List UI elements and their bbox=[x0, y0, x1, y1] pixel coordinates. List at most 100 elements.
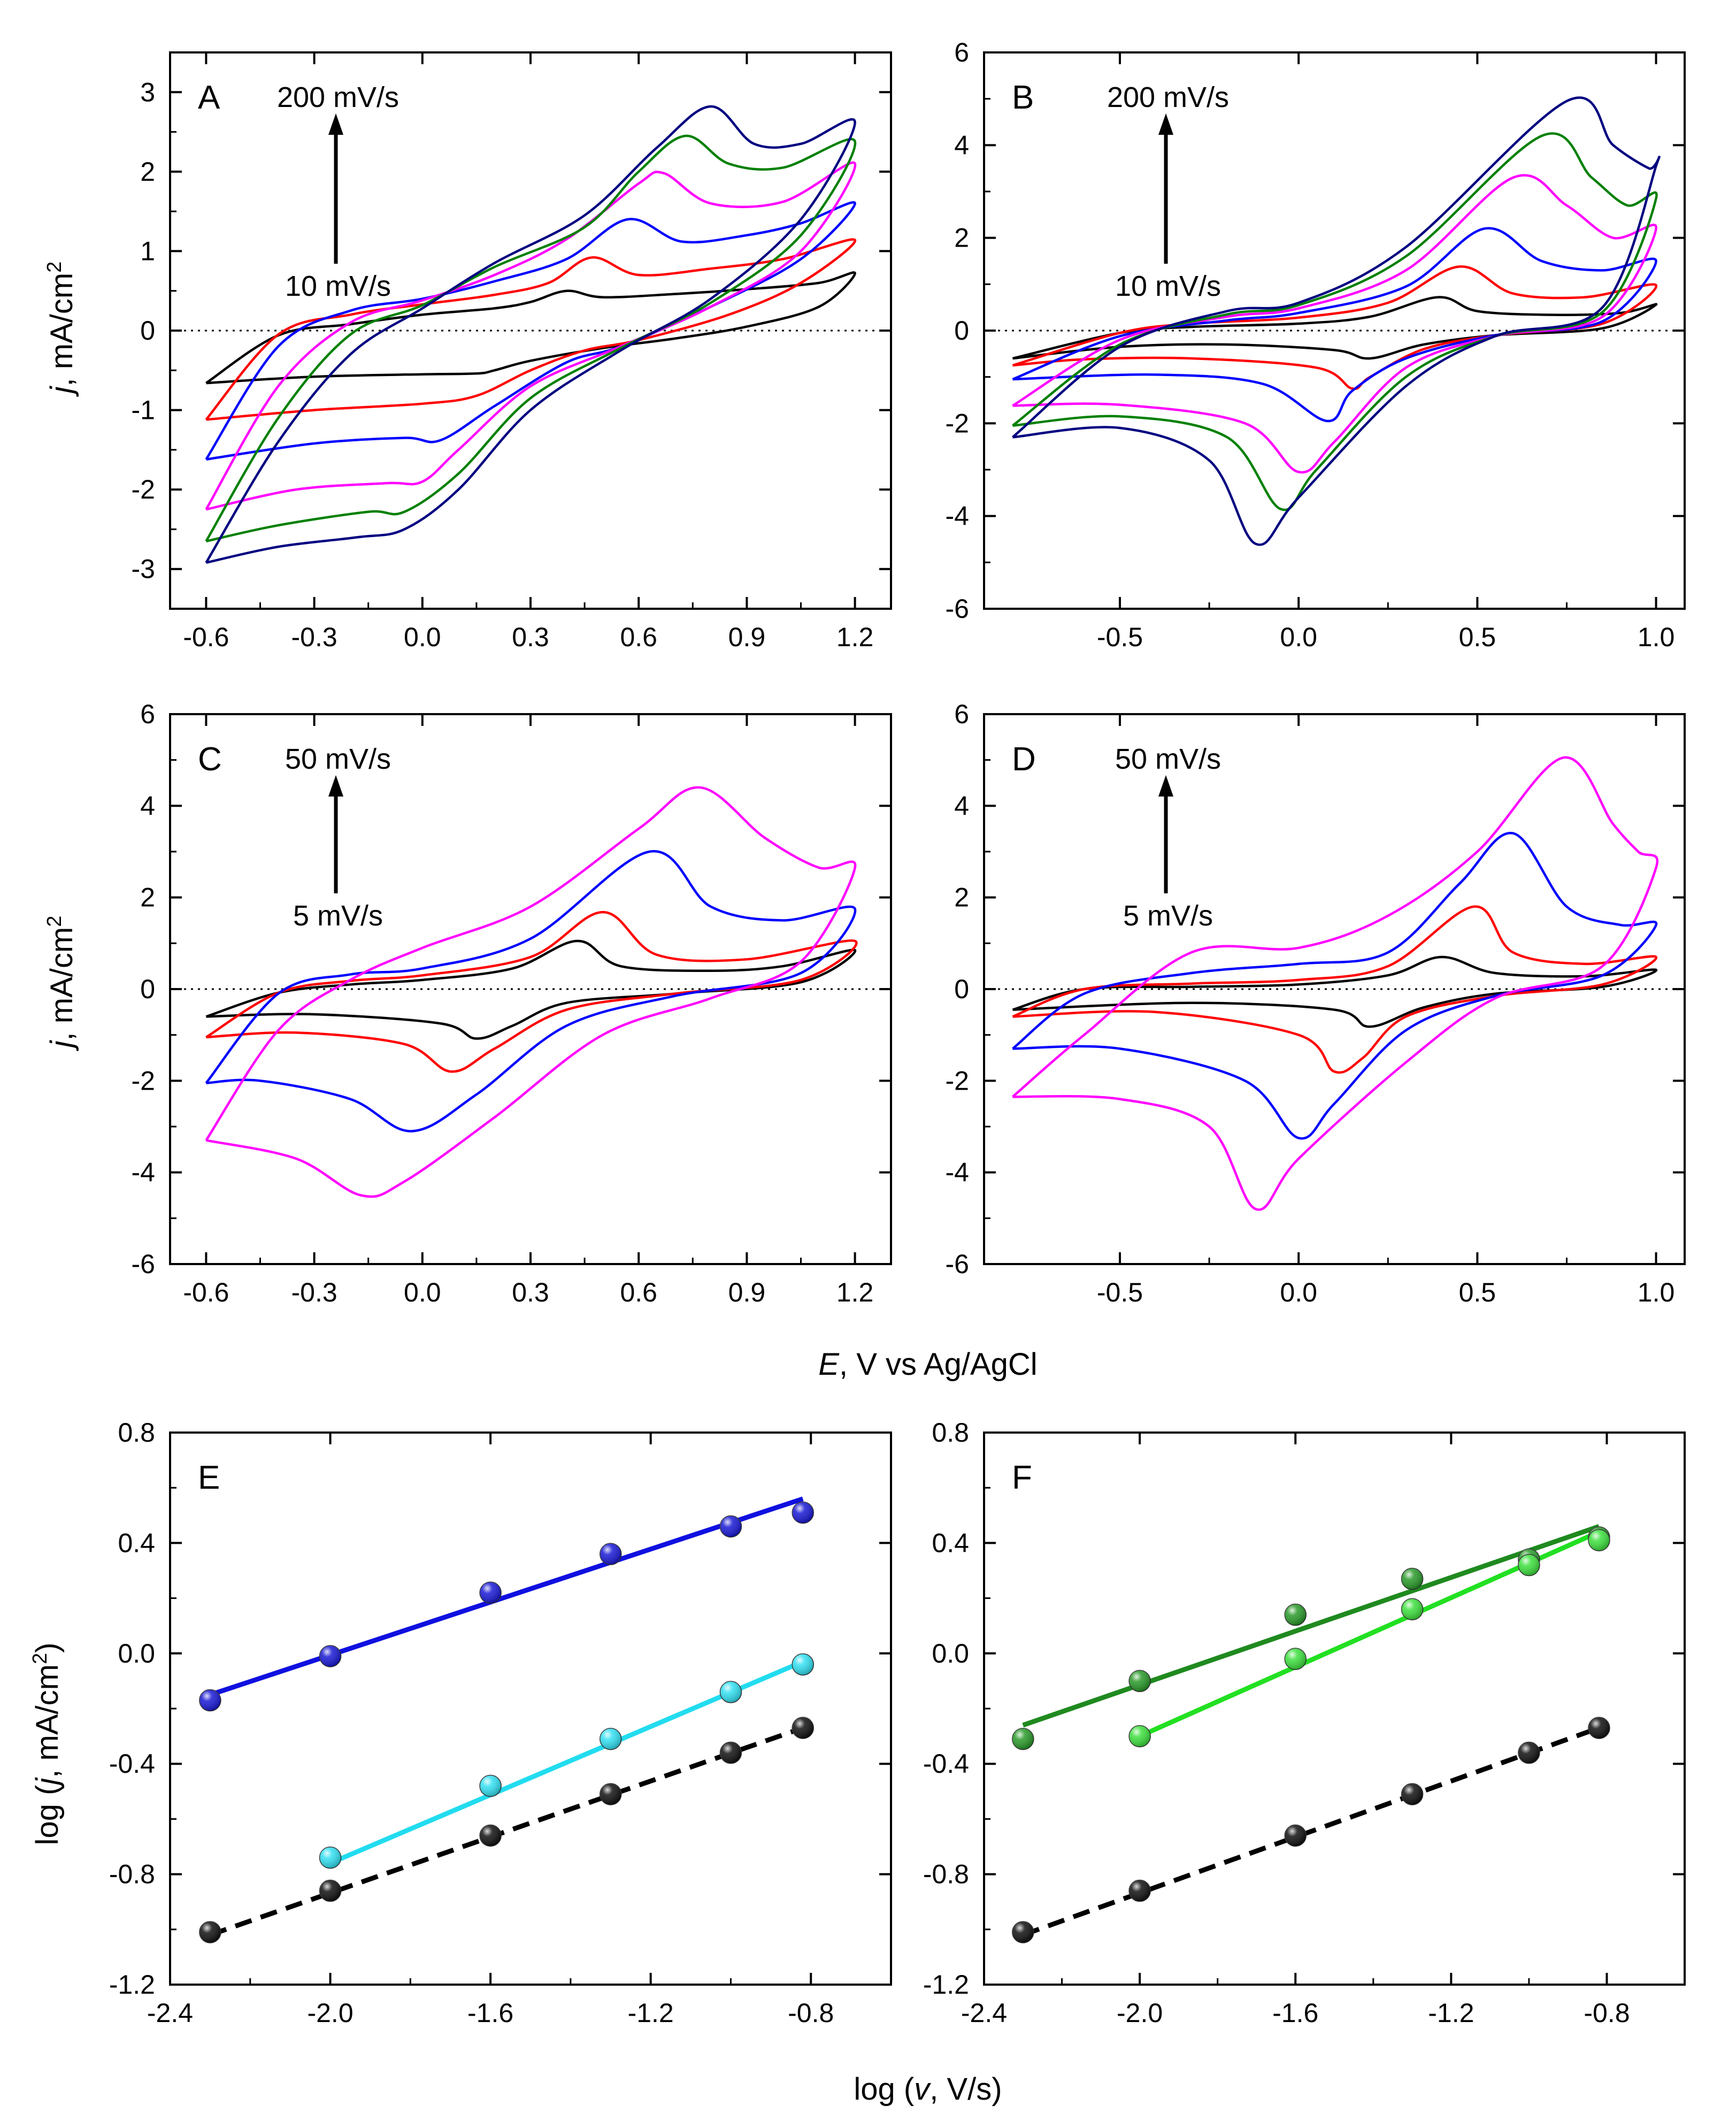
y-tick-label: 6 bbox=[954, 699, 969, 729]
x-tick-label: 0.3 bbox=[512, 622, 549, 652]
cv-curve bbox=[205, 105, 856, 564]
annotation-bottom: 5 mV/s bbox=[293, 900, 383, 932]
y-tick-label: -2 bbox=[946, 408, 969, 438]
data-point-shine bbox=[792, 1717, 814, 1739]
y-tick-label: -6 bbox=[946, 594, 969, 624]
cv-y-axis-label-top: j, mA/cm2 bbox=[43, 262, 79, 397]
y-tick-label: -2 bbox=[946, 1066, 969, 1096]
data-point-shine bbox=[1518, 1742, 1540, 1764]
x-tick-label: -0.5 bbox=[1097, 622, 1143, 652]
fit-line bbox=[1022, 1524, 1600, 1728]
cv-curve bbox=[205, 201, 856, 461]
annotation-top: 50 mV/s bbox=[285, 743, 391, 775]
y-tick-label: 0 bbox=[140, 974, 155, 1004]
data-point-shine bbox=[1518, 1554, 1540, 1576]
x-tick-label: -0.6 bbox=[183, 1277, 229, 1307]
y-tick-label: 0.0 bbox=[118, 1639, 155, 1668]
data-point-shine bbox=[1012, 1728, 1034, 1750]
plot-frame bbox=[169, 1431, 892, 1986]
data-point-shine bbox=[1285, 1825, 1307, 1847]
panel-c: -0.6 -0.3 0.0 0.3 0.6 0.9 1.2 -6 -4 -2 0 2 4 6 C 50 mV/… bbox=[132, 699, 892, 1307]
scan-rate-arrow-head bbox=[328, 775, 343, 797]
x-tick-label: -2.4 bbox=[961, 1998, 1007, 2028]
y-tick-label: 0.8 bbox=[118, 1418, 155, 1448]
panel-letter: A bbox=[198, 79, 220, 116]
x-tick-label: -0.3 bbox=[291, 622, 337, 652]
data-point-shine bbox=[1285, 1604, 1307, 1626]
annotation-top: 200 mV/s bbox=[277, 81, 399, 113]
panel-e: -2.4 -2.0 -1.6 -1.2 -0.8 -1.2 -0.8 -0.4 0.0 0.4 0.… bbox=[109, 1418, 892, 2028]
annotation-top: 50 mV/s bbox=[1115, 743, 1221, 775]
x-tick-label: -0.8 bbox=[1584, 1998, 1630, 2028]
annotation-bottom: 5 mV/s bbox=[1123, 900, 1213, 932]
log-x-axis-label: log (v, V/s) bbox=[854, 2072, 1002, 2107]
x-tick-label: 0.5 bbox=[1459, 1277, 1496, 1307]
x-tick-label: -0.5 bbox=[1097, 1277, 1143, 1307]
x-tick-label: 1.0 bbox=[1638, 622, 1675, 652]
fit-line bbox=[1022, 1725, 1600, 1938]
x-tick-label: -0.6 bbox=[183, 622, 229, 652]
cv-curve bbox=[205, 910, 858, 1073]
x-tick-label: -1.2 bbox=[1428, 1998, 1474, 2028]
scan-rate-arrow-head bbox=[328, 113, 343, 135]
data-point-shine bbox=[720, 1515, 742, 1537]
y-tick-label: -0.8 bbox=[923, 1859, 969, 1889]
data-point-shine bbox=[1588, 1717, 1610, 1739]
data-point-shine bbox=[792, 1502, 814, 1523]
x-tick-label: -1.2 bbox=[628, 1998, 674, 2028]
cv-curve bbox=[205, 134, 857, 542]
y-tick-label: 6 bbox=[954, 37, 969, 67]
x-tick-label: -2.0 bbox=[1117, 1998, 1163, 2028]
x-tick-label: 0.9 bbox=[728, 1277, 766, 1307]
data-point-shine bbox=[1401, 1783, 1423, 1805]
cv-curve bbox=[1012, 832, 1658, 1140]
y-tick-label: -0.4 bbox=[109, 1749, 155, 1779]
x-tick-label: 0.0 bbox=[1280, 1277, 1317, 1307]
data-point-shine bbox=[1012, 1921, 1034, 1943]
y-tick-label: -4 bbox=[946, 501, 969, 531]
y-tick-label: 6 bbox=[140, 699, 155, 729]
panel-f: -2.4 -2.0 -1.6 -1.2 -0.8 -1.2 -0.8 -0.4 0.0 0.4 0.… bbox=[923, 1418, 1686, 2028]
data-point-shine bbox=[319, 1847, 341, 1869]
x-tick-label: -2.0 bbox=[307, 1998, 353, 2028]
panel-letter: B bbox=[1012, 79, 1034, 116]
cv-curve bbox=[205, 850, 857, 1132]
y-tick-label: -6 bbox=[132, 1249, 155, 1279]
cv-curve bbox=[1012, 296, 1658, 360]
x-tick-label: 0.0 bbox=[404, 622, 441, 652]
y-tick-label: 3 bbox=[140, 77, 155, 107]
x-tick-label: 1.0 bbox=[1638, 1277, 1675, 1307]
y-tick-label: 4 bbox=[140, 791, 155, 821]
x-tick-label: 1.2 bbox=[836, 622, 874, 652]
y-tick-label: 1 bbox=[140, 236, 155, 266]
cv-x-axis-label: E, V vs Ag/AgCl bbox=[818, 1347, 1037, 1382]
panel-letter: F bbox=[1012, 1459, 1032, 1496]
y-tick-label: -2 bbox=[132, 1066, 155, 1096]
data-point-shine bbox=[720, 1681, 742, 1703]
cv-curve bbox=[1011, 756, 1658, 1211]
fit-line bbox=[209, 1496, 804, 1697]
cv-curve bbox=[1012, 265, 1657, 390]
data-point-shine bbox=[199, 1921, 221, 1943]
data-point-shine bbox=[199, 1689, 221, 1711]
cv-curve bbox=[1012, 227, 1657, 423]
y-tick-label: 4 bbox=[954, 130, 969, 160]
x-tick-label: 0.9 bbox=[728, 622, 766, 652]
data-point-shine bbox=[600, 1543, 621, 1565]
data-point-shine bbox=[792, 1653, 814, 1675]
y-tick-label: 0 bbox=[954, 974, 969, 1004]
scan-rate-arrow-head bbox=[1158, 113, 1173, 135]
y-tick-label: -4 bbox=[132, 1158, 155, 1188]
cv-curve bbox=[205, 786, 857, 1198]
y-tick-label: -3 bbox=[132, 554, 155, 584]
panel-d: -0.5 0.0 0.5 1.0 -6 -4 -2 0 2 4 6 D 50 mV/s 5 mV/s bbox=[946, 699, 1686, 1307]
data-point-shine bbox=[1401, 1568, 1423, 1590]
cv-curve bbox=[1012, 132, 1658, 511]
y-tick-label: 2 bbox=[954, 883, 969, 913]
y-tick-label: 0.4 bbox=[118, 1528, 155, 1558]
cv-curve bbox=[1012, 955, 1657, 1028]
annotation-bottom: 10 mV/s bbox=[285, 270, 391, 302]
data-point-shine bbox=[319, 1645, 341, 1667]
panel-letter: C bbox=[198, 741, 222, 778]
x-tick-label: -1.6 bbox=[1272, 1998, 1318, 2028]
